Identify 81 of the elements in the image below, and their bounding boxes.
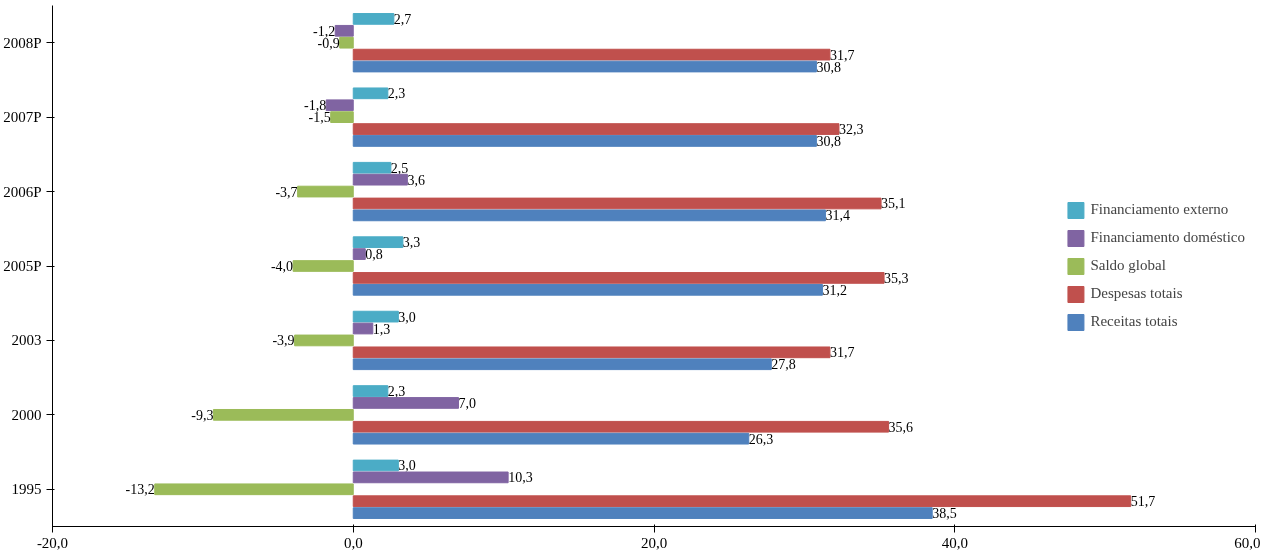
data-label: 27,8 [771,357,796,373]
bar [297,185,354,198]
data-label: -13,2 [125,482,155,498]
data-label: 2,3 [387,384,406,400]
y-tick-label: 2008P [3,34,42,51]
bar [352,173,408,186]
bar [352,236,404,249]
data-label: 35,6 [888,419,914,435]
legend-label: Financiamento doméstico [1090,229,1245,246]
bar [352,209,826,222]
y-tick-label: 2005P [3,258,42,274]
data-label: 3,0 [398,309,416,325]
bar [334,24,354,37]
bar [352,358,772,371]
x-tick-label: 60,0 [1234,534,1261,551]
data-label: 35,1 [881,196,906,212]
bar [352,60,817,73]
data-label: -3,7 [275,184,298,200]
bar [352,459,399,472]
data-label: 1,3 [372,321,391,337]
bar [352,322,374,335]
data-label: 7,0 [458,395,477,411]
bar [325,99,354,112]
data-label: -3,9 [272,333,295,349]
legend-label: Despesas totais [1090,285,1183,302]
bar [352,197,882,210]
y-tick-label: 1995 [11,481,42,498]
data-label: 2,5 [390,160,409,176]
data-label: 35,3 [884,270,909,286]
data-label: 51,7 [1130,494,1156,510]
bar [352,471,509,484]
bar [352,48,831,61]
bar [292,260,354,272]
data-label: -9,3 [191,407,214,423]
bar [352,135,817,147]
bar [294,334,354,347]
data-label: 3,6 [407,172,425,188]
data-label: 3,3 [402,235,421,251]
bar [352,397,460,409]
bar [352,87,389,100]
data-label: 30,8 [816,133,841,149]
bar [154,483,354,496]
y-tick-label: 2006P [3,183,42,200]
bar [352,161,392,174]
x-tick-label: -20,0 [36,534,69,551]
legend-label: Financiamento externo [1090,201,1229,218]
data-label: 31,4 [825,208,850,224]
y-tick-label: 2003 [11,332,42,349]
data-label: 2,3 [387,86,406,102]
data-label: 38,5 [932,506,957,522]
bar [352,123,840,135]
bar [352,248,366,260]
bar [352,507,933,519]
x-tick-label: 0,0 [343,534,363,551]
bar [339,36,354,49]
y-tick-label: 2000 [11,406,42,423]
bar [352,432,750,445]
bar [352,13,395,25]
bar [352,272,885,284]
bar [352,346,831,359]
legend-label: Saldo global [1090,257,1166,274]
data-label: 31,7 [829,345,855,361]
data-label: 3,0 [398,458,416,474]
data-label: 31,2 [822,282,847,298]
data-label: 26,3 [748,431,774,447]
bar [352,310,399,323]
data-label: 0,8 [365,247,383,263]
bar [352,495,1132,508]
y-tick-label: 2007P [3,109,42,126]
bar [352,420,890,433]
x-tick-label: 20,0 [640,534,668,551]
data-label: -4,0 [270,259,294,274]
data-label: -1,5 [308,110,331,126]
x-tick-label: 40,0 [941,534,968,551]
bar [352,385,389,397]
bar [212,409,354,421]
legend-label: Receitas totais [1090,313,1178,330]
bar [330,111,354,123]
data-label: 2,7 [393,11,412,27]
bar [352,283,823,296]
data-label: 10,3 [508,470,533,486]
